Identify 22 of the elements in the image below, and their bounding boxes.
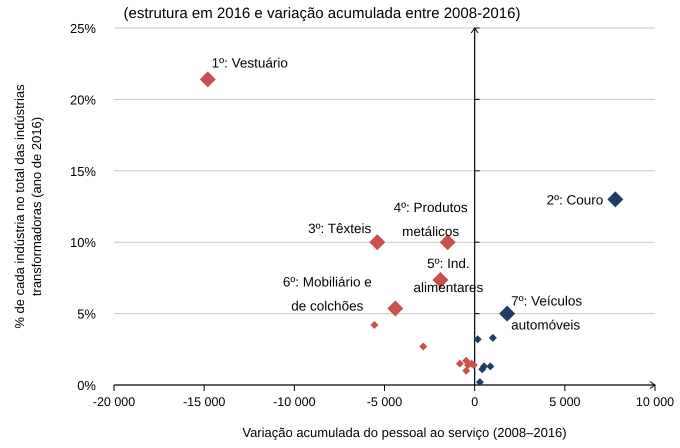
x-tick-label: -15 000 [182,395,226,409]
chart-subtitle: (estrutura em 2016 e variação acumulada entre 2008-2016) [124,5,520,22]
y-tick-label: 10% [70,235,96,250]
y-tick-label: 0% [77,378,96,393]
y-axis-title: % de cada indústria no total das indústrias transformadoras (ano de 2016) [12,84,44,329]
y-tick-label: 5% [77,306,96,322]
annotation: 1º: Vestuário [212,55,288,70]
x-tick-label: 5 000 [549,395,581,409]
y-tick-label: 25% [70,21,96,36]
x-axis-title: Variação acumulada do pessoal ao serviço (2008–2016) [242,425,567,440]
x-tick-label: 0 [471,395,478,409]
x-tick-label: -5 000 [366,395,402,409]
annotation: 4º: Produtos metálicos [394,200,468,240]
x-tick-label: -10 000 [273,395,316,409]
annotation: 2º: Couro [546,192,604,208]
annotation: 3º: Têxteis [308,221,372,236]
x-tick-label: -20 000 [92,395,136,409]
y-tick-label: 20% [70,92,96,108]
annotation: 6º: Mobiliário e de colchões [282,274,372,314]
annotation: 7º: Veículos automóveis [511,294,582,333]
x-tick-label: 10 000 [636,395,674,409]
y-tick-label: 15% [70,164,96,179]
